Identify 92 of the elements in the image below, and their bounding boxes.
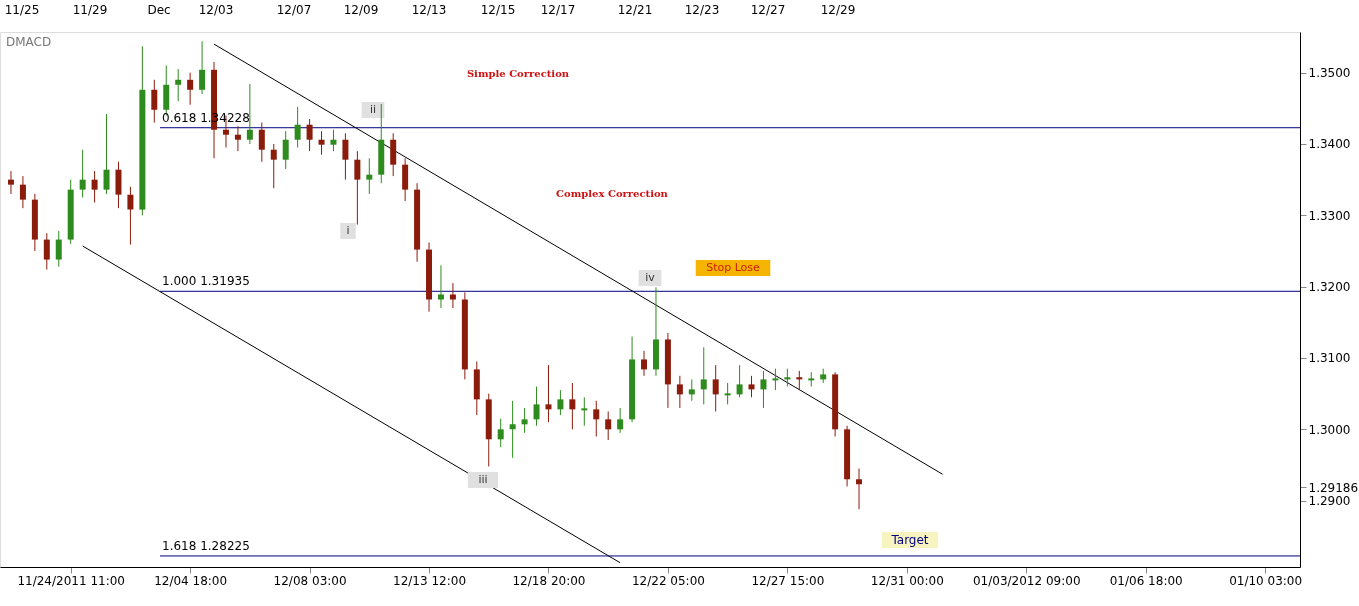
candlestick: [796, 370, 803, 391]
x-tick-label: 11/24/2011 11:00: [17, 573, 125, 588]
x-tick-label: 12/08 03:00: [273, 573, 347, 588]
candlestick: [354, 150, 361, 226]
text: Dec: [147, 3, 171, 17]
annotation: Stop Lose: [706, 261, 761, 274]
candlestick: [151, 79, 158, 124]
candlestick: [199, 40, 206, 95]
candlestick: [545, 364, 552, 423]
candlestick: [593, 400, 600, 437]
candlestick: [449, 282, 456, 309]
candlestick: [19, 175, 26, 209]
candlestick: [91, 170, 98, 203]
candlestick: [103, 113, 110, 195]
candlestick: [294, 106, 301, 149]
candlestick: [676, 375, 683, 409]
candlestick: [127, 186, 134, 246]
text: 11/29: [72, 3, 108, 17]
annotation: iii: [478, 473, 488, 486]
text: 12/27: [750, 3, 786, 17]
candlestick: [306, 118, 313, 152]
candlestick: [437, 264, 444, 309]
candlestick: [175, 68, 182, 102]
annotation: Target: [890, 533, 929, 547]
text: 12/29: [820, 3, 856, 17]
x-tick-label: 12/04 18:00: [154, 573, 228, 588]
text: 12/03: [198, 3, 234, 17]
text: 12/23: [684, 3, 720, 17]
candlestick: [736, 364, 743, 398]
candlestick: [760, 370, 767, 409]
candlestick: [43, 232, 50, 271]
x-tick-label: 01/10 03:00: [1229, 573, 1303, 588]
y-tick-label: 1.3300: [1308, 208, 1351, 223]
ref-line-label: 1.000 1.31935: [162, 274, 250, 289]
text: 12/07: [276, 3, 312, 17]
y-tick-label: 1.3500: [1308, 66, 1351, 81]
annotation: iv: [645, 271, 656, 284]
candlestick: [55, 230, 62, 268]
annotation: Complex Correction: [556, 188, 669, 199]
candlestick: [318, 130, 325, 156]
y-tick-label: 1.2900: [1308, 494, 1351, 509]
candlestick: [581, 396, 588, 427]
candlestick: [557, 389, 564, 416]
y-tick-label: 1.29186: [1308, 480, 1359, 495]
x-tick-label: 01/06 18:00: [1109, 573, 1183, 588]
x-tick-label: 12/22 05:00: [631, 573, 705, 588]
x-tick-label: 01/03/2012 09:00: [972, 573, 1081, 588]
candlestick: [258, 122, 265, 163]
text: 12/21: [617, 3, 653, 17]
candlestick: [688, 378, 695, 402]
candlestick: [700, 346, 707, 405]
y-tick-label: 1.3100: [1308, 351, 1351, 366]
x-tick-label: 12/31 00:00: [870, 573, 944, 588]
candlestick: [712, 364, 719, 412]
candlestick: [772, 368, 779, 391]
candlestick: [187, 72, 194, 106]
text: 12/17: [540, 3, 576, 17]
y-tick-label: 1.3200: [1308, 280, 1351, 295]
candlestick: [724, 382, 731, 405]
text: 12/13: [411, 3, 447, 17]
candlestick: [748, 375, 755, 398]
candlestick: [79, 149, 86, 198]
candlestick: [856, 468, 863, 510]
candlestick: [342, 132, 349, 181]
text: 12/09: [343, 3, 379, 17]
candlestick: [808, 371, 815, 388]
candlestick: [617, 407, 624, 434]
candlestick: [330, 129, 337, 152]
y-tick-label: 1.3400: [1308, 137, 1351, 152]
candlestick: [234, 125, 241, 152]
annotation: Simple Correction: [466, 68, 570, 79]
candlestick: [641, 350, 648, 377]
annotation: DMACD: [6, 35, 52, 49]
candlestick: [533, 386, 540, 427]
candlestick: [7, 170, 14, 195]
text: 12/15: [480, 3, 516, 17]
candlestick: [282, 130, 289, 170]
candlestick: [569, 382, 576, 430]
ref-line-label: 1.618 1.28225: [162, 538, 250, 553]
candlestick: [497, 418, 504, 448]
x-tick-label: 12/18 20:00: [512, 573, 586, 588]
candlestick: [605, 410, 612, 441]
candlestick: [366, 157, 373, 195]
y-tick-label: 1.3000: [1308, 422, 1351, 437]
text: 11/25: [4, 3, 40, 17]
candlestick: [521, 407, 528, 434]
annotation: i: [346, 224, 350, 237]
x-tick-label: 12/27 15:00: [751, 573, 825, 588]
annotation: ii: [369, 103, 377, 116]
x-tick-label: 12/13 12:00: [393, 573, 467, 588]
candlestick: [509, 400, 516, 459]
candlestick: [270, 143, 277, 189]
